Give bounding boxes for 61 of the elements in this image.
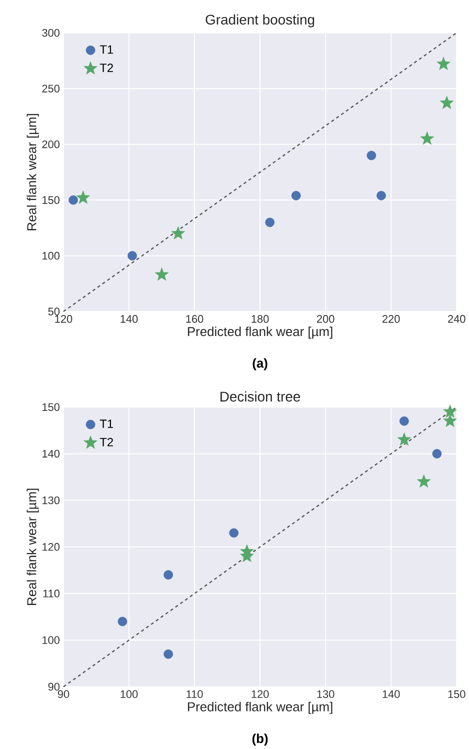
point bbox=[164, 649, 173, 659]
point bbox=[68, 195, 78, 205]
point bbox=[416, 474, 431, 488]
point bbox=[432, 449, 442, 458]
point bbox=[397, 432, 412, 446]
y-axis-title: Real flank wear [µm] bbox=[26, 114, 39, 230]
x-tick-label: 140 bbox=[120, 315, 138, 323]
x-axis-title: Predicted flank wear [µm] bbox=[188, 326, 332, 339]
y-tick-label: 100 bbox=[42, 636, 60, 644]
y-tick-label: 130 bbox=[42, 496, 60, 504]
y-tick-label: 200 bbox=[42, 140, 60, 148]
y-tick-label: 150 bbox=[42, 403, 60, 411]
text: (b) bbox=[252, 734, 268, 746]
point bbox=[442, 404, 458, 418]
point bbox=[265, 218, 275, 228]
y-tick-label: 110 bbox=[43, 590, 60, 598]
y-tick-label: 50 bbox=[48, 308, 60, 316]
x-tick-label: 220 bbox=[382, 315, 400, 323]
point bbox=[420, 131, 434, 145]
x-tick-label: 120 bbox=[55, 315, 72, 323]
x-tick-label: 130 bbox=[317, 690, 334, 698]
x-tick-label: 160 bbox=[186, 315, 204, 323]
point bbox=[376, 190, 386, 200]
y-tick-label: 120 bbox=[42, 543, 60, 551]
point bbox=[291, 190, 301, 200]
point bbox=[171, 226, 186, 240]
legend-label: T2 bbox=[100, 438, 113, 446]
x-axis-title: Predicted flank wear [µm] bbox=[188, 702, 332, 714]
point bbox=[442, 414, 458, 428]
y-tick-label: 100 bbox=[42, 252, 60, 260]
point bbox=[436, 56, 451, 70]
point bbox=[229, 528, 238, 538]
chart-title: Gradient boosting bbox=[206, 14, 314, 28]
x-tick-label: 140 bbox=[382, 690, 400, 698]
point bbox=[128, 251, 137, 260]
x-tick-label: 110 bbox=[186, 690, 203, 698]
chart-title: Decision tree bbox=[220, 391, 300, 402]
x-tick-label: 120 bbox=[252, 690, 269, 698]
y-tick-label: 150 bbox=[42, 196, 60, 204]
y-tick-label: 90 bbox=[48, 682, 60, 691]
x-tick-label: 240 bbox=[448, 315, 466, 323]
y-tick-label: 300 bbox=[42, 28, 60, 37]
legend-label: T1 bbox=[100, 420, 113, 428]
x-tick-label: 150 bbox=[448, 690, 466, 698]
point bbox=[76, 190, 90, 204]
point bbox=[366, 150, 376, 160]
point bbox=[399, 416, 409, 426]
x-tick-label: 100 bbox=[120, 690, 138, 698]
y-tick-label: 250 bbox=[42, 84, 60, 92]
x-tick-label: 200 bbox=[316, 315, 334, 323]
x-tick-label: 180 bbox=[252, 315, 269, 323]
y-axis-title: Real flank wear [µm] bbox=[26, 488, 39, 605]
point bbox=[118, 616, 128, 626]
point bbox=[164, 570, 173, 580]
x-tick-label: 90 bbox=[58, 690, 70, 698]
text: (a) bbox=[252, 358, 268, 370]
legend-label: T1 bbox=[100, 45, 113, 54]
y-tick-label: 140 bbox=[42, 450, 60, 458]
point bbox=[154, 267, 169, 281]
point bbox=[440, 96, 454, 110]
legend-label: T2 bbox=[100, 64, 113, 72]
